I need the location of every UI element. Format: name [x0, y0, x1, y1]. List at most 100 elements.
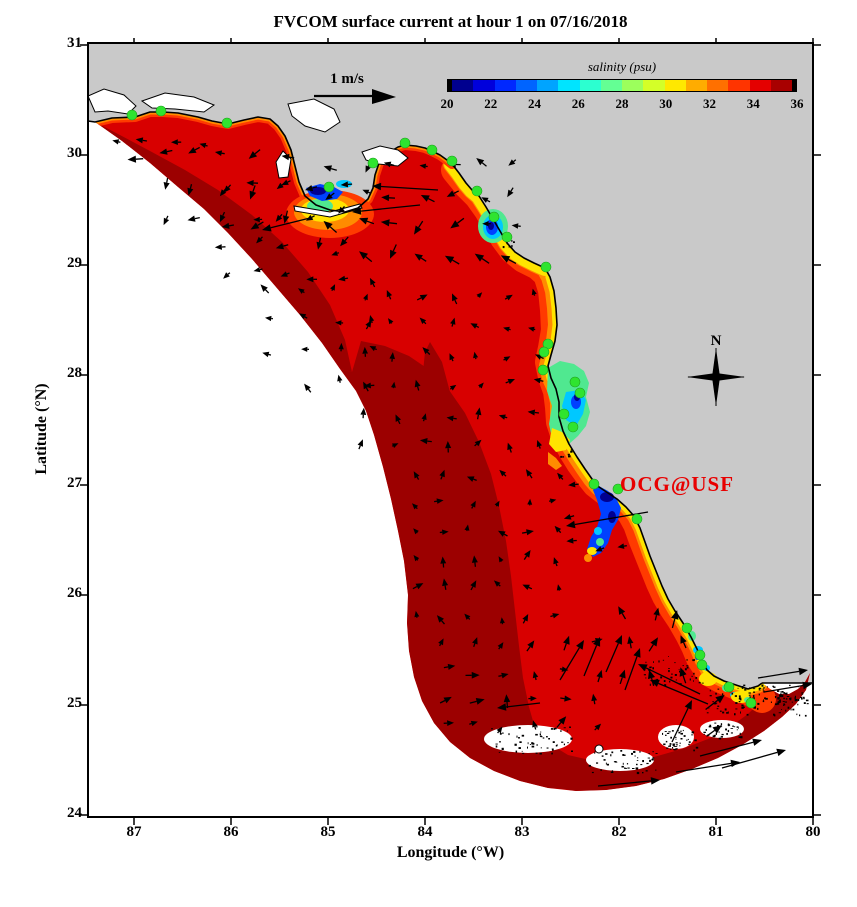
- current-arrow-head: [494, 500, 500, 507]
- speckle-dot: [748, 694, 751, 696]
- speckle-dot: [695, 677, 698, 679]
- current-arrow-shaft: [427, 198, 435, 203]
- current-arrow-shaft: [365, 325, 369, 330]
- current-arrow-shaft: [227, 184, 232, 188]
- speckle-dot: [540, 747, 542, 749]
- current-arrow-head: [265, 315, 272, 322]
- current-arrow-head: [219, 214, 226, 223]
- current-arrow-shaft: [194, 216, 200, 220]
- current-arrow-head: [497, 703, 507, 711]
- speckle-dot: [653, 661, 654, 663]
- current-arrow-shaft: [358, 445, 361, 450]
- current-arrow-shaft: [330, 167, 337, 171]
- colorbar-cell: [622, 80, 644, 91]
- current-arrow-shaft: [259, 268, 263, 271]
- current-arrow-head: [525, 469, 533, 477]
- current-arrow-head: [369, 277, 376, 286]
- speckle-dot: [801, 693, 804, 695]
- speckle-dot: [803, 697, 805, 700]
- speckle-dot: [758, 689, 761, 691]
- speckle-dot: [748, 692, 751, 694]
- speckle-dot: [726, 733, 728, 735]
- speckle-dot: [571, 750, 573, 752]
- plume-blob: [600, 492, 614, 502]
- speckle-dot: [762, 700, 765, 703]
- speckle-dot: [601, 755, 604, 757]
- current-arrow-shaft: [374, 348, 377, 351]
- speckle-dot: [720, 736, 723, 738]
- speckle-dot: [780, 695, 782, 697]
- speckle-dot: [801, 698, 803, 700]
- speckle-dot: [757, 707, 759, 710]
- current-arrow-shaft: [534, 411, 539, 414]
- speckle-dot: [561, 741, 564, 743]
- speckle-dot: [645, 770, 648, 772]
- current-arrow-head: [471, 671, 480, 679]
- current-arrow-shaft: [508, 258, 517, 264]
- y-tick-label: 30: [67, 145, 82, 161]
- current-arrow-head: [508, 159, 516, 166]
- speckle-dot: [753, 694, 755, 698]
- current-arrow-shaft: [342, 205, 345, 210]
- current-arrow-head: [440, 556, 447, 564]
- speckle-dot: [731, 692, 734, 695]
- speckle-dot: [706, 712, 709, 714]
- speckle-dot: [777, 701, 781, 703]
- current-arrow-head: [470, 500, 476, 508]
- speckle-dot: [717, 725, 719, 727]
- current-arrow-shaft: [474, 443, 478, 447]
- current-arrow-shaft: [648, 644, 654, 652]
- speckle-dot: [744, 689, 747, 691]
- speckle-dot: [624, 767, 626, 769]
- current-arrow-head: [554, 525, 562, 533]
- current-arrow-shaft: [682, 675, 687, 684]
- speckle-dot: [675, 742, 678, 744]
- speckle-dot: [716, 708, 719, 710]
- current-arrow-head: [338, 206, 345, 214]
- y-tick-label: 25: [67, 695, 82, 711]
- speckle-dot: [730, 728, 734, 729]
- station-dot: [426, 144, 438, 156]
- current-arrow-head: [776, 748, 786, 757]
- speckle-dot: [567, 742, 569, 744]
- speckle-dot: [518, 747, 521, 749]
- speckle-dot: [795, 699, 798, 701]
- colorbar-cell: [643, 80, 665, 91]
- speckle-dot: [803, 702, 806, 704]
- colorbar-cell: [452, 80, 474, 91]
- speckle-dot: [637, 757, 639, 759]
- colorbar-tick-label: 24: [528, 96, 541, 111]
- speckle-dot: [500, 733, 502, 735]
- station-dot: [574, 387, 586, 399]
- speckle-dot: [694, 739, 697, 742]
- current-arrow-head: [419, 294, 428, 301]
- current-arrow-head: [337, 374, 343, 382]
- scale-arrow-label: 1 m/s: [330, 71, 364, 87]
- speckle-dot: [560, 730, 562, 732]
- speckle-dot: [740, 736, 743, 739]
- current-arrow-head: [464, 524, 470, 531]
- current-arrow-head: [323, 220, 333, 230]
- station-dot: [126, 109, 138, 121]
- current-arrow-shaft: [474, 562, 477, 567]
- current-arrow-head: [470, 580, 477, 588]
- speckle-dot: [693, 672, 695, 675]
- current-arrow-head: [365, 165, 371, 173]
- plume-blob: [549, 428, 570, 452]
- current-arrow-head: [256, 236, 263, 244]
- speckle-dot: [605, 762, 607, 765]
- current-arrow-shaft: [330, 192, 335, 197]
- bay-outline: [287, 98, 341, 133]
- speckle-dot: [762, 688, 764, 691]
- speckle-dot: [631, 752, 633, 755]
- speckle-dot: [610, 771, 614, 773]
- speckle-dot: [671, 673, 673, 675]
- speckle-dot: [518, 727, 521, 729]
- speckle-dot: [797, 699, 800, 702]
- current-arrow-head: [446, 190, 456, 197]
- current-arrow-shaft: [605, 643, 619, 673]
- speckle-dot: [521, 750, 523, 752]
- current-arrow-shaft: [441, 620, 445, 625]
- y-tick-label: 26: [67, 585, 82, 601]
- current-arrow-head: [450, 220, 460, 229]
